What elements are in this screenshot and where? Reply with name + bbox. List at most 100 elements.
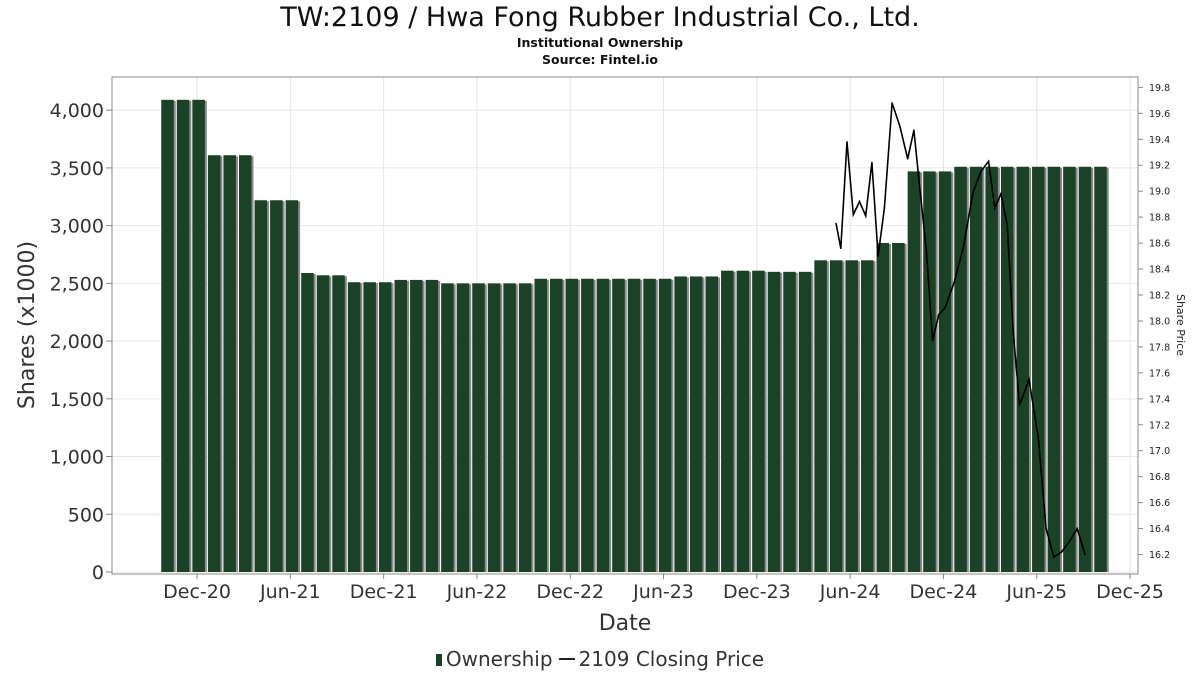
y2-tick-label: 19.2 [1149, 161, 1170, 172]
ownership-bar [752, 270, 765, 572]
price-series [835, 102, 1086, 559]
ownership-bar [907, 171, 921, 573]
chart-title: TW:2109 / Hwa Fong Rubber Industrial Co.… [280, 2, 920, 33]
ownership-bar [534, 278, 547, 572]
price-line-swatch-icon [558, 658, 575, 660]
ownership-bar [332, 275, 345, 572]
x-tick-label: Jun-21 [259, 581, 321, 603]
price-point [1053, 556, 1055, 558]
ownership-bar [798, 271, 812, 572]
ownership-bar [658, 278, 672, 572]
ownership-bar [425, 279, 439, 572]
price-point [1037, 436, 1040, 439]
y2-tick-label: 19.6 [1149, 109, 1170, 120]
y2-axis-label: Share Price [1174, 294, 1187, 356]
price-point [938, 313, 940, 316]
price-point [899, 125, 901, 128]
ownership-bar [518, 283, 532, 572]
ownership-bar [254, 200, 268, 572]
ownership-bar [565, 278, 579, 572]
ownership-bar [938, 171, 952, 573]
ownership-bar [394, 279, 407, 572]
chart-subtitle: Institutional Ownership [516, 35, 684, 50]
y2-tick-label: 19.8 [1149, 83, 1170, 94]
legend: Ownership 2109 Closing Price [0, 647, 1200, 671]
y2-tick-label: 16.2 [1149, 550, 1170, 561]
x-tick-label: Dec-20 [163, 581, 231, 603]
ownership-bar [954, 166, 967, 572]
ownership-bars [161, 99, 1109, 573]
legend-price-label: 2109 Closing Price [578, 647, 765, 671]
ownership-bar [612, 278, 625, 572]
ownership-bar [456, 283, 470, 572]
x-tick-label: Jun-23 [632, 581, 694, 603]
price-point [835, 222, 837, 225]
ownership-bar [503, 283, 516, 572]
price-point [953, 281, 956, 283]
ownership-bar [627, 278, 641, 572]
price-point [944, 307, 946, 309]
y-tick-label: 3,000 [50, 216, 104, 238]
ownership-bar [1078, 166, 1092, 572]
y2-tick-label: 19.4 [1149, 135, 1170, 146]
chart-source: Source: Fintel.io [542, 52, 658, 67]
price-point [864, 215, 867, 217]
x-tick-label: Jun-22 [446, 581, 508, 603]
ownership-bar [923, 171, 936, 573]
ownership-bar [207, 155, 221, 572]
price-point [1006, 224, 1008, 226]
price-point [852, 213, 855, 216]
x-tick-label: Jun-25 [1005, 581, 1067, 603]
y-tick-label: 0 [92, 562, 104, 584]
ownership-bar [270, 200, 283, 572]
ownership-bar [1016, 166, 1029, 572]
ownership-bar [1063, 166, 1076, 572]
ownership-bar [487, 283, 501, 572]
ownership-bar [783, 271, 796, 572]
y-axis-label: Shares (x1000) [15, 241, 40, 409]
ownership-bar [441, 283, 454, 572]
ownership-bar [876, 242, 890, 572]
y-tick-label: 1,000 [50, 447, 104, 469]
price-point [883, 207, 886, 209]
y2-tick-label: 18.8 [1149, 213, 1170, 224]
y-tick-label: 2,000 [50, 331, 104, 353]
price-point [1045, 527, 1047, 530]
y-tick-label: 1,500 [50, 389, 104, 411]
ownership-bar [596, 278, 610, 572]
ownership-bar [721, 270, 734, 572]
ownership-bar [301, 272, 314, 572]
price-point [919, 190, 921, 192]
price-point [925, 248, 928, 251]
ownership-bar [347, 282, 361, 572]
y2-tick-label: 17.8 [1149, 342, 1170, 353]
y2-tick-label: 18.6 [1149, 239, 1170, 250]
price-point [891, 102, 893, 104]
ownership-bar [176, 99, 190, 572]
y-tick-label: 3,500 [50, 158, 104, 180]
ownership-bar [892, 242, 905, 572]
x-tick-label: Jun-24 [819, 581, 881, 603]
y-tick-label: 2,500 [50, 273, 104, 295]
x-tick-label: Dec-25 [1096, 581, 1164, 603]
price-point [1084, 553, 1086, 556]
y2-tick-label: 18.4 [1149, 265, 1170, 276]
ownership-bar [736, 270, 750, 572]
price-point [871, 161, 873, 164]
ownership-bar [410, 279, 423, 572]
price-point [858, 200, 861, 203]
ownership-bar [969, 166, 983, 572]
y-tick-label: 4,000 [50, 100, 104, 122]
ownership-bar [550, 278, 563, 572]
ownership-bar [689, 276, 703, 572]
x-tick-label: Dec-23 [723, 581, 791, 603]
ownership-bar [674, 276, 687, 572]
ownership-bar [861, 260, 874, 572]
ownership-bar [363, 282, 376, 572]
x-tick-label: Dec-21 [350, 581, 418, 603]
price-point [987, 160, 990, 163]
ownership-bar [705, 276, 718, 572]
ownership-bar [643, 278, 656, 572]
ownership-swatch-icon [435, 654, 442, 666]
